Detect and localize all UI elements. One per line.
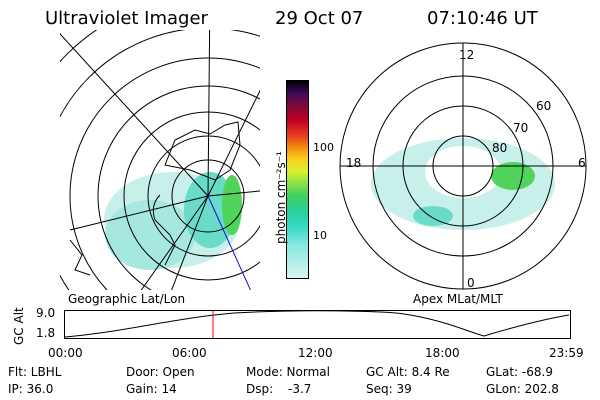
instrument-title: Ultraviolet Imager — [45, 8, 208, 29]
satellite-track — [207, 195, 252, 290]
dsp-label: Dsp: — [246, 382, 274, 396]
timeline-xtick-2359: 23:59 — [549, 346, 584, 360]
colorbar — [286, 80, 309, 279]
timeline-xtick-0600: 06:00 — [172, 346, 207, 360]
date-label: 29 Oct 07 — [275, 8, 364, 29]
aurora-core — [105, 200, 195, 270]
mlt-label-18: 18 — [346, 156, 362, 170]
altitude-curve — [64, 310, 570, 338]
mlat-label-80: 80 — [492, 141, 508, 155]
mlt-label-0: 0 — [467, 276, 475, 290]
ip-status: IP: 36.0 — [8, 382, 54, 396]
apex-polar-map — [339, 42, 587, 290]
mode-status: Mode: Normal — [246, 365, 330, 379]
gc-alt-status: GC Alt: 8.4 Re — [366, 365, 450, 379]
geographic-map — [60, 30, 260, 290]
mlat-label-60: 60 — [536, 99, 552, 113]
mlt-label-12: 12 — [459, 48, 475, 62]
mlat-label-70: 70 — [513, 121, 529, 135]
dsp-value: -3.7 — [288, 382, 312, 396]
timeline-xtick-0000: 00:00 — [48, 346, 83, 360]
filter-status: Flt: LBHL — [8, 365, 62, 379]
time-label: 07:10:46 UT — [427, 8, 538, 29]
colorbar-label: photon cm⁻²s⁻¹ — [274, 151, 288, 244]
timeline-ylabel: GC Alt — [12, 307, 26, 345]
seq-status: Seq: 39 — [366, 382, 412, 396]
mlt-label-6: 6 — [578, 156, 586, 170]
timeline-xtick-1800: 18:00 — [425, 346, 460, 360]
timeline-ytick-bottom: 1.8 — [36, 326, 56, 340]
door-status: Door: Open — [126, 365, 195, 379]
left-map-caption: Geographic Lat/Lon — [68, 292, 186, 306]
glon-status: GLon: 202.8 — [486, 382, 559, 396]
right-map-caption: Apex MLat/MLT — [413, 292, 503, 306]
colorbar-tick-10: 10 — [313, 229, 327, 242]
gain-status: Gain: 14 — [126, 382, 177, 396]
altitude-timeline — [64, 310, 571, 339]
colorbar-tick-100: 100 — [313, 141, 334, 154]
glat-status: GLat: -68.9 — [486, 365, 553, 379]
timeline-xtick-1200: 12:00 — [298, 346, 333, 360]
timeline-ytick-top: 9.0 — [36, 306, 56, 320]
